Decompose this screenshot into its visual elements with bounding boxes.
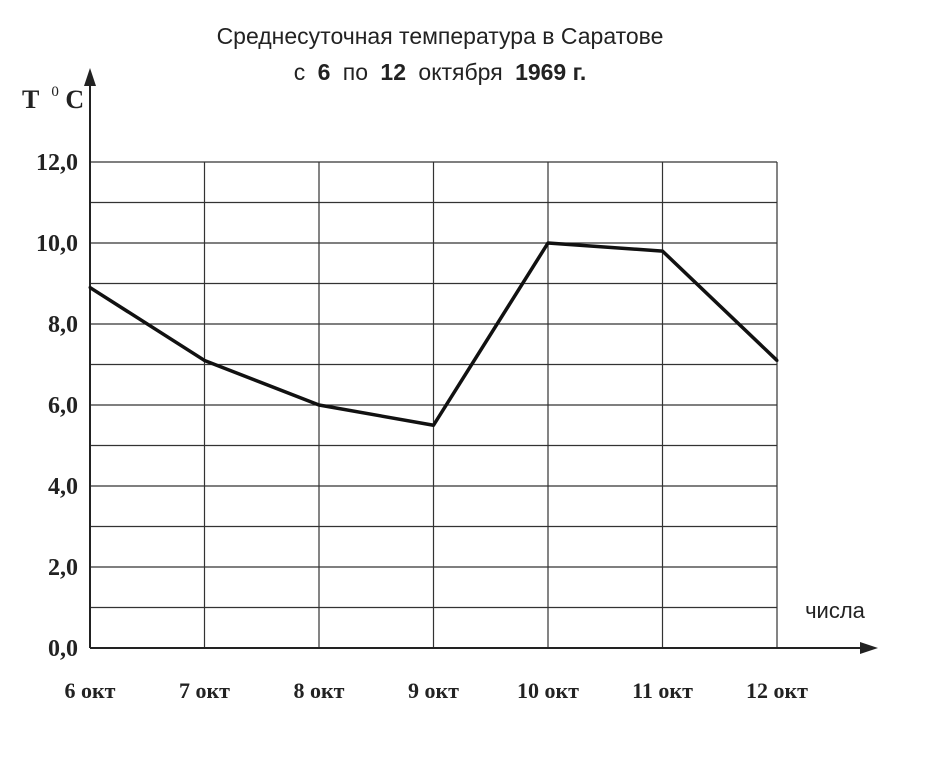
- y-axis-arrow: [84, 68, 96, 86]
- data-point: [661, 249, 664, 253]
- series: [88, 241, 779, 427]
- subtitle-mid: по: [343, 59, 368, 85]
- x-axis-label: числа: [805, 598, 866, 623]
- y-label-degree: 0: [51, 84, 59, 100]
- grid: [90, 161, 778, 648]
- y-tick-label: 8,0: [48, 312, 78, 338]
- subtitle-month: октября: [418, 59, 502, 85]
- y-tick-label: 0,0: [48, 636, 78, 662]
- x-tick-label: 7 окт: [179, 678, 230, 703]
- subtitle-to: 12: [380, 59, 406, 85]
- y-label-main: T: [22, 85, 39, 114]
- data-point: [546, 241, 550, 245]
- axes: [84, 68, 878, 654]
- y-tick-labels: 0,0 2,0 4,0 6,0 8,0 10,0 12,0: [36, 150, 78, 662]
- subtitle-prefix: с: [294, 59, 306, 85]
- data-point: [432, 423, 435, 427]
- y-tick-label: 10,0: [36, 231, 78, 257]
- y-tick-label: 4,0: [48, 474, 78, 500]
- chart-subtitle: с 6 по 12 октября 1969 г.: [294, 59, 587, 85]
- y-tick-label: 2,0: [48, 555, 78, 581]
- chart-title: Среднесуточная температура в Саратове: [217, 23, 664, 49]
- x-tick-label: 11 окт: [632, 678, 693, 703]
- data-point: [775, 358, 779, 362]
- x-tick-label: 12 окт: [746, 678, 808, 703]
- data-point: [317, 403, 321, 407]
- subtitle-year: 1969 г.: [515, 59, 586, 85]
- x-axis-arrow: [860, 642, 878, 654]
- x-tick-labels: 6 окт 7 окт 8 окт 9 окт 10 окт 11 окт 12 окт: [65, 678, 809, 703]
- data-point: [88, 286, 92, 290]
- data-point: [203, 358, 206, 362]
- y-label-unit: C: [65, 85, 84, 114]
- y-tick-label: 6,0: [48, 393, 78, 419]
- y-axis-label: T 0 C: [22, 73, 84, 114]
- subtitle-from: 6: [318, 59, 331, 85]
- x-tick-label: 9 окт: [408, 678, 459, 703]
- x-tick-label: 6 окт: [65, 678, 116, 703]
- x-tick-label: 10 окт: [517, 678, 579, 703]
- y-tick-label: 12,0: [36, 150, 78, 176]
- x-tick-label: 8 окт: [294, 678, 345, 703]
